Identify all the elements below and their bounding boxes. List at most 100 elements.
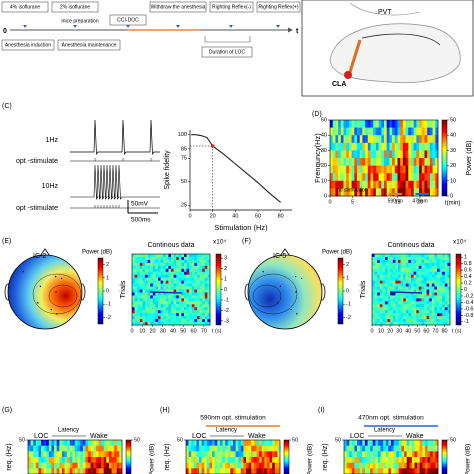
heatmap-cell: [413, 173, 417, 182]
heatmap-cell: [447, 289, 451, 293]
heatmap-cell: [114, 462, 118, 469]
heatmap-cell: [194, 277, 198, 281]
heatmap-cell: [432, 158, 436, 166]
heatmap-cell: [75, 457, 78, 463]
heatmap-cell: [196, 457, 200, 463]
heatmap-cell: [439, 274, 443, 278]
heatmap-cell: [230, 457, 234, 463]
heatmap-cell: [444, 301, 448, 305]
heatmap-cell: [147, 289, 151, 293]
heatmap-cell: [442, 271, 446, 276]
heatmap-cell: [163, 295, 167, 299]
heatmap-cell: [439, 259, 443, 264]
heatmap-cell: [204, 440, 208, 446]
heatmap-cell: [444, 310, 448, 314]
heatmap-cell: [418, 283, 422, 287]
heatmap-cell: [411, 135, 414, 144]
heatmap-cell: [429, 319, 433, 323]
heatmap-cell: [429, 316, 433, 320]
heatmap-cell: [389, 158, 393, 166]
heatmap-cell: [201, 468, 205, 474]
heatmap-cell: [444, 268, 448, 273]
heatmap-cell: [80, 445, 84, 452]
heatmap-cell: [349, 451, 353, 458]
heatmap-cell: [88, 468, 91, 474]
heatmap-cell: [405, 277, 409, 281]
heatmap-cell: [204, 286, 208, 290]
heatmap-cell: [196, 445, 200, 452]
heatmap-cell: [171, 283, 174, 287]
heatmap-cell: [248, 468, 252, 474]
heatmap-cell: [176, 313, 180, 317]
heatmap-cell: [338, 173, 342, 182]
tick-label: -0.6: [464, 306, 473, 312]
heatmap-cell: [189, 301, 193, 305]
heatmap-cell: [351, 468, 355, 474]
heatmap-cell: [269, 457, 273, 463]
heatmap-cell: [178, 262, 182, 267]
heatmap-cell: [393, 440, 397, 446]
heatmap-cell: [442, 259, 446, 264]
heatmap-cell: [442, 283, 446, 287]
heatmap-cell: [189, 259, 193, 264]
heatmap-cell: [145, 292, 148, 296]
heatmap-cell: [147, 322, 151, 326]
heatmap-cell: [384, 158, 387, 166]
heatmap-cell: [418, 265, 422, 270]
heatmap-cell: [168, 268, 172, 273]
heatmap-cell: [176, 283, 180, 287]
heatmap-cell: [437, 304, 440, 308]
heatmap-cell: [444, 322, 448, 326]
heatmap-cell: [111, 468, 115, 474]
heatmap-cell: [163, 316, 167, 320]
heatmap-cell: [217, 468, 221, 474]
heatmap-cell: [222, 440, 226, 446]
heatmap-cell: [431, 304, 435, 308]
heatmap-cell: [230, 462, 234, 469]
heatmap-cell: [132, 307, 135, 311]
heatmap-cell: [277, 457, 281, 463]
heatmap-cell: [106, 462, 110, 469]
heatmap-cell: [137, 286, 141, 290]
heatmap-cell: [114, 468, 118, 474]
heatmap-cell: [165, 254, 169, 258]
heatmap-cell: [77, 451, 81, 458]
heatmap-cell: [137, 277, 141, 281]
heatmap-cell: [134, 283, 138, 287]
heatmap-cell: [429, 165, 433, 174]
panel-label: (C): [2, 103, 12, 110]
heatmap-cell: [217, 445, 221, 452]
heatmap-cell: [386, 173, 390, 182]
heatmap-cell: [411, 254, 414, 258]
heatmap-cell: [402, 120, 406, 128]
heatmap-cell: [381, 180, 385, 189]
heatmap-frame: [131, 253, 211, 326]
heatmap-cell: [394, 127, 398, 136]
heatmap-cell: [421, 150, 425, 159]
heatmap-cell: [160, 322, 164, 326]
heatmap-cell: [338, 180, 342, 189]
heatmap-cell: [155, 265, 159, 270]
heatmap-cell: [354, 468, 358, 474]
heatmap-cell: [384, 120, 387, 128]
heatmap-cell: [421, 301, 425, 305]
heatmap-cell: [67, 451, 71, 458]
heatmap-cell: [411, 440, 415, 446]
heatmap-cell: [344, 468, 347, 474]
y-axis-label: Spike fidelity: [164, 150, 171, 190]
heatmap-cell: [411, 295, 414, 299]
heatmap-cell: [393, 457, 397, 463]
heatmap-cell: [197, 286, 200, 290]
heatmap-cell: [150, 313, 154, 317]
heatmap-cell: [160, 304, 164, 308]
heatmap-cell: [48, 462, 52, 469]
heatmap-cell: [137, 280, 141, 284]
heatmap-cell: [134, 274, 138, 278]
heatmap-cell: [414, 462, 418, 469]
heatmap-cell: [392, 165, 396, 174]
heatmap-cell: [116, 451, 120, 458]
electrode: [300, 277, 303, 280]
contour: [248, 273, 298, 315]
heatmap-cell: [202, 301, 206, 305]
heatmap-cell: [398, 319, 401, 323]
